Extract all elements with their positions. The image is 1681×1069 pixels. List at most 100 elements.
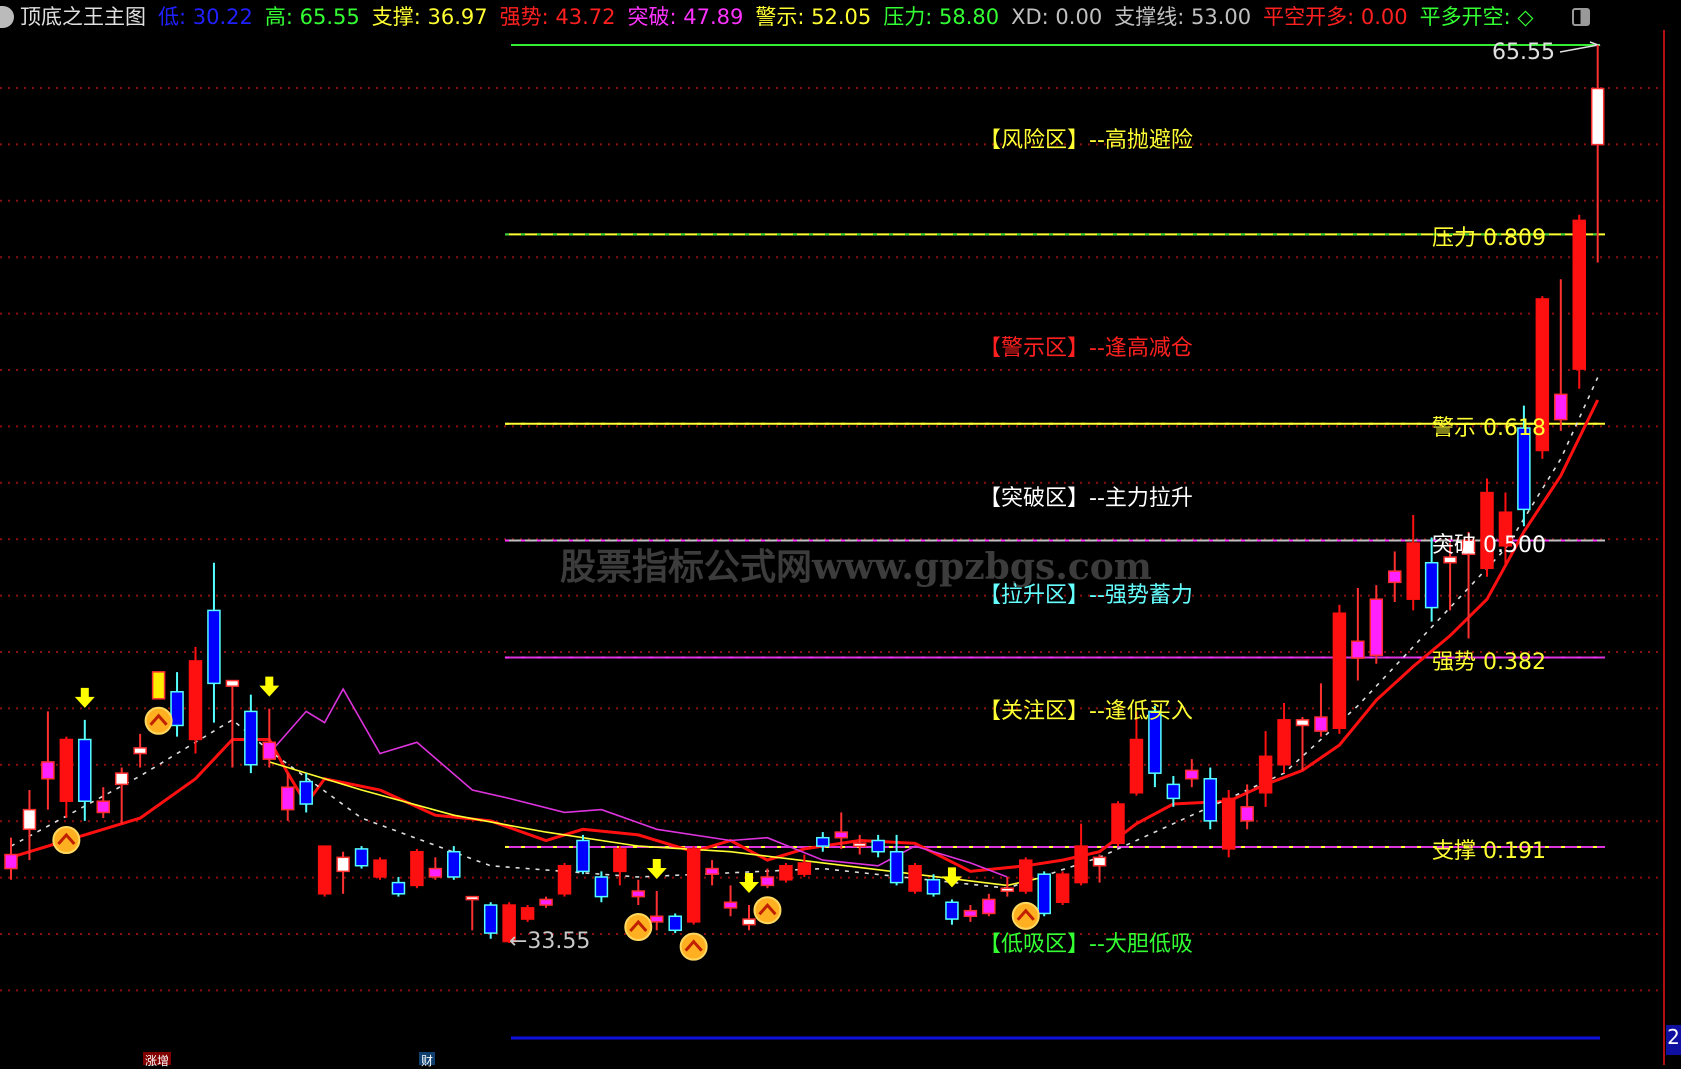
sell-arrow-icon — [74, 687, 95, 708]
candle-body — [262, 741, 277, 760]
candle-body — [723, 901, 738, 909]
candle-body — [1203, 778, 1217, 822]
indicator-value: 高: 65.55 — [264, 5, 360, 29]
bottom-tab-1[interactable]: 涨增 — [143, 1052, 172, 1068]
candle-body — [1092, 856, 1107, 867]
candle-body — [391, 881, 406, 895]
candle-body — [354, 848, 369, 867]
candle-body — [613, 848, 627, 873]
candle-body — [1572, 219, 1586, 370]
level-label: 压力 0.809 — [1432, 226, 1546, 252]
candle-body — [1240, 806, 1254, 822]
candle-body — [465, 895, 479, 901]
candle-body — [244, 710, 258, 766]
candle-body — [926, 879, 941, 895]
candle-body — [317, 845, 332, 895]
candle-body — [705, 867, 719, 875]
level-label: 突破 0.500 — [1432, 532, 1546, 558]
buy-signal-icon — [753, 896, 782, 925]
indicator-value: 压力: 58.80 — [883, 5, 1000, 29]
buy-signal-icon — [144, 706, 173, 735]
candle-body — [1129, 738, 1144, 794]
candle-body — [1166, 783, 1181, 800]
candle-body — [594, 876, 609, 898]
low-price-label: ←33.55 — [509, 929, 591, 954]
candle-body — [114, 772, 129, 786]
indicator-value: XD: 0.00 — [1011, 5, 1103, 29]
candle-body — [78, 738, 92, 802]
indicator-line — [10, 399, 1600, 873]
level-label: 强势 0.382 — [1432, 649, 1546, 675]
candle-body — [1406, 542, 1420, 600]
candle-body — [151, 671, 166, 700]
sell-arrow-icon — [646, 859, 667, 880]
zone-label: 【突破区】--主力拉升 — [979, 486, 1193, 511]
candle-body — [1517, 427, 1531, 511]
candle-body — [428, 867, 443, 878]
high-arrow-icon — [1559, 41, 1601, 53]
candle-body — [1221, 797, 1236, 850]
buy-signal-chevron-icon — [758, 902, 777, 916]
candle-body — [631, 890, 646, 898]
candle-body — [779, 865, 793, 881]
zone-label: 【风险区】--高抛避险 — [979, 128, 1193, 153]
indicator-value: 警示: 52.05 — [755, 5, 872, 29]
candle-body — [1055, 873, 1070, 903]
indicator-value: 支撑: 36.97 — [371, 5, 488, 29]
indicator-line — [269, 761, 1045, 887]
candle-body — [1424, 561, 1439, 609]
buy-signal-chevron-icon — [57, 832, 76, 846]
candle-body — [576, 839, 590, 873]
candle-body — [207, 609, 221, 685]
indicator-value: 低: 30.22 — [158, 5, 253, 29]
indicator-value: 突破: 47.89 — [627, 5, 744, 29]
candle-body — [982, 898, 996, 915]
candle-body — [871, 839, 885, 853]
candle-body — [1258, 755, 1273, 794]
buy-signal-chevron-icon — [684, 939, 703, 952]
candle-body — [1148, 710, 1162, 774]
indicator-line — [268, 687, 1008, 878]
candle-body — [539, 898, 553, 906]
indicator-menu-icon[interactable] — [0, 6, 14, 28]
candle-body — [1332, 612, 1347, 730]
candle-body — [1554, 393, 1568, 421]
candle-body — [520, 907, 535, 920]
sell-arrow-icon — [259, 676, 280, 697]
indicator-values: 低: 30.22 高: 65.55 支撑: 36.97 强势: 43.72 突破: 47… — [158, 2, 1546, 32]
level-label: 警示 0.618 — [1432, 415, 1546, 441]
candle-body — [742, 918, 756, 926]
window-toggle-icon[interactable] — [1571, 8, 1590, 26]
level-label: 支撑 0.191 — [1432, 838, 1546, 864]
bottom-tab-2[interactable]: 财 — [419, 1052, 436, 1068]
candle-body — [336, 856, 350, 873]
candle-body — [281, 786, 295, 811]
zone-label: 【关注区】--逢低买入 — [979, 699, 1193, 724]
watermark: 股票指标公式网www.gpzbgs.com — [560, 546, 1152, 588]
candle-body — [1388, 570, 1402, 584]
candle-body — [1000, 887, 1015, 892]
candle-body — [963, 909, 978, 918]
buy-signal-icon — [679, 932, 708, 961]
buy-signal-icon — [1011, 901, 1040, 930]
candle-body — [1443, 556, 1457, 564]
candle-body — [225, 679, 240, 687]
candle-body — [760, 876, 775, 887]
indicator-value: 支撑线: 53.00 — [1114, 5, 1252, 29]
buy-signal-icon — [624, 913, 653, 942]
candle-body — [483, 904, 498, 934]
buy-signal-chevron-icon — [149, 713, 168, 726]
candle-body — [4, 853, 18, 870]
candle-body — [1074, 845, 1088, 884]
candle-body — [188, 660, 203, 741]
candle-body — [668, 915, 682, 932]
axis-badge: 2 — [1666, 1025, 1681, 1055]
candle-body — [1037, 873, 1051, 915]
candle-body — [686, 848, 701, 923]
candle-body — [1185, 769, 1199, 780]
candle-body — [41, 761, 55, 780]
candle-body — [852, 842, 867, 848]
sell-arrow-icon — [739, 873, 759, 894]
candle-body — [834, 831, 848, 839]
candle-body — [1351, 640, 1365, 659]
